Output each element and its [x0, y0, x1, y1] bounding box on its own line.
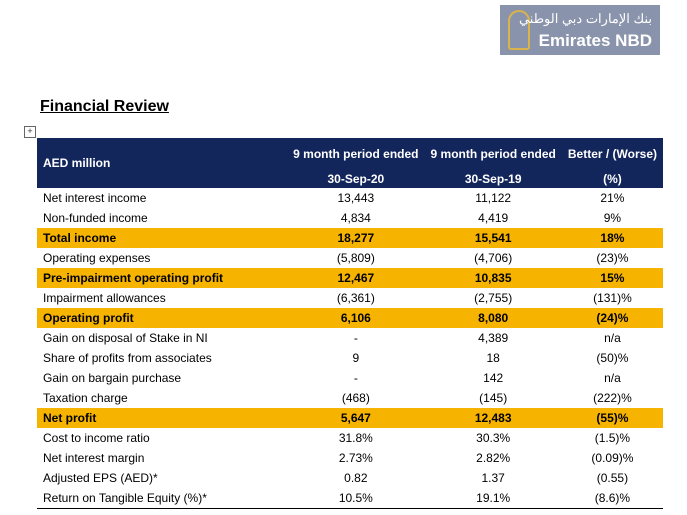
value-cell: 18 [486, 351, 500, 365]
highlight-row: Operating profit 6,106 8,080 (24)% [37, 308, 663, 328]
value-cell: (222)% [593, 391, 632, 405]
row-label: Return on Tangible Equity (%)* [37, 488, 288, 509]
value-cell: (8.6)% [561, 488, 663, 509]
value-cell: 30.3% [476, 431, 511, 445]
value-cell: (2,755) [474, 291, 513, 305]
value-cell: (23)% [596, 251, 629, 265]
row-label: Impairment allowances [43, 291, 166, 305]
value-cell: (131)% [593, 291, 632, 305]
financial-table: AED million 9 month period ended 9 month p… [37, 138, 663, 509]
row-label: Gain on disposal of Stake in NI [43, 331, 208, 345]
value-cell: 18% [561, 228, 663, 248]
value-cell: 4,419 [478, 211, 509, 225]
value-cell: - [353, 371, 358, 385]
column-subheading: 30-Sep-20 [287, 170, 425, 188]
row-label: Net profit [37, 408, 288, 428]
table-row: Share of profits from associates 9 18 (50)% [37, 348, 663, 368]
value-cell: (24)% [561, 308, 663, 328]
value-cell: 6,106 [287, 308, 425, 328]
row-label: Total income [37, 228, 288, 248]
highlight-row: Pre-impairment operating profit 12,467 10,… [37, 268, 663, 288]
table-row: Cost to income ratio 31.8% 30.3% (1.5)% [37, 428, 663, 448]
value-cell: 2.73% [338, 451, 373, 465]
value-cell: 21% [600, 191, 625, 205]
value-cell: 10.5% [287, 488, 425, 509]
value-cell: (50)% [596, 351, 629, 365]
column-subheading: 30-Sep-19 [424, 170, 562, 188]
logo-name: Emirates NBD [538, 31, 652, 50]
value-cell: 15,541 [424, 228, 562, 248]
table-move-handle[interactable]: + [24, 126, 36, 138]
table-row: Adjusted EPS (AED)* 0.82 1.37 (0.55) [37, 468, 663, 488]
value-cell: 18,277 [287, 228, 425, 248]
table-row: Return on Tangible Equity (%)* 10.5% 19.1%… [37, 488, 663, 509]
title: Financial Review [40, 98, 169, 115]
row-label: Net interest margin [43, 451, 145, 465]
value-cell: (5,809) [336, 251, 375, 265]
value-cell: 19.1% [424, 488, 562, 509]
value-cell: (0.55) [596, 471, 629, 485]
value-cell: 1.37 [481, 471, 505, 485]
logo-arabic: بنك الإمارات دبي الوطني [518, 11, 652, 26]
value-cell: n/a [604, 371, 621, 385]
value-cell: 4,389 [478, 331, 509, 345]
column-subheading: (%) [561, 170, 663, 188]
column-heading: Better / (Worse) [561, 138, 663, 170]
row-label: Operating expenses [43, 251, 151, 265]
header-row: AED million 9 month period ended 9 month p… [37, 138, 663, 188]
highlight-row: Net profit 5,647 12,483 (55)% [37, 408, 663, 428]
highlight-row: Total income 18,277 15,541 18% [37, 228, 663, 248]
value-cell: (55)% [561, 408, 663, 428]
row-label: Non-funded income [43, 211, 148, 225]
table-row: Impairment allowances (6,361) (2,755) (131)… [37, 288, 663, 308]
value-cell: 0.82 [344, 471, 368, 485]
corner-cell: AED million [37, 138, 288, 188]
header-row: 30-Sep-20 30-Sep-19 (%) [37, 170, 663, 188]
table-row: Net interest margin 2.73% 2.82% (0.09)% [37, 448, 663, 468]
value-cell: 10,835 [424, 268, 562, 288]
table-row: Gain on bargain purchase - 142 n/a [37, 368, 663, 388]
value-cell: 12,467 [287, 268, 425, 288]
row-label: Taxation charge [43, 391, 128, 405]
value-cell: 12,483 [424, 408, 562, 428]
row-label: Net interest income [43, 191, 147, 205]
value-cell: 15% [561, 268, 663, 288]
value-cell: (468) [341, 391, 370, 405]
value-cell: - [353, 331, 358, 345]
value-cell: (0.09)% [591, 451, 634, 465]
table-row: Non-funded income 4,834 4,419 9% [37, 208, 663, 228]
table-row: Taxation charge (468) (145) (222)% [37, 388, 663, 408]
row-label: Share of profits from associates [43, 351, 212, 365]
table-row: Operating expenses (5,809) (4,706) (23)% [37, 248, 663, 268]
value-cell: 9% [603, 211, 622, 225]
row-label: Adjusted EPS (AED)* [43, 471, 158, 485]
value-cell: 142 [483, 371, 504, 385]
value-cell: n/a [604, 331, 621, 345]
row-label: Pre-impairment operating profit [37, 268, 288, 288]
column-heading: 9 month period ended [424, 138, 562, 170]
value-cell: (1.5)% [594, 431, 631, 445]
value-cell: 11,122 [475, 191, 512, 205]
value-cell: 13,443 [337, 191, 375, 205]
value-cell: (4,706) [474, 251, 513, 265]
row-label: Cost to income ratio [43, 431, 150, 445]
table-row: Net interest income 13,443 11,122 21% [37, 188, 663, 208]
value-cell: 8,080 [424, 308, 562, 328]
value-cell: 31.8% [338, 431, 373, 445]
logo-mark [508, 10, 530, 50]
value-cell: 4,834 [340, 211, 371, 225]
value-cell: 2.82% [476, 451, 511, 465]
value-cell: (145) [479, 391, 508, 405]
row-label: Operating profit [37, 308, 288, 328]
column-heading: 9 month period ended [287, 138, 425, 170]
row-label: Gain on bargain purchase [43, 371, 182, 385]
value-cell: (6,361) [336, 291, 375, 305]
value-cell: 5,647 [287, 408, 425, 428]
logo: بنك الإمارات دبي الوطني Emirates NBD [500, 5, 660, 55]
value-cell: 9 [352, 351, 360, 365]
table-row: Gain on disposal of Stake in NI - 4,389 n/a [37, 328, 663, 348]
